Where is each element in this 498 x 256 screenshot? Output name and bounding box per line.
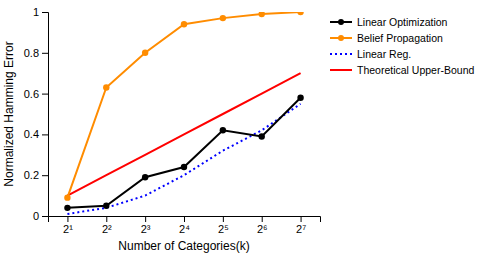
point (297, 12, 303, 15)
legend-label: Belief Propagation (357, 32, 443, 44)
y-tick-mark (42, 12, 48, 13)
point (64, 194, 70, 200)
x-tick-label: 2³ (141, 223, 151, 235)
legend-item: Theoretical Upper-Bound (330, 64, 474, 76)
legend-swatch (330, 69, 352, 71)
x-tick-mark (223, 216, 224, 222)
x-tick-label: 2⁵ (218, 223, 229, 235)
y-axis-title: Normalized Hamming Error (2, 41, 16, 186)
y-tick-label: 1 (33, 6, 39, 18)
x-tick: 2³ (141, 216, 151, 235)
point (297, 94, 303, 100)
y-tick-mark (42, 53, 48, 54)
x-tick: 2⁶ (257, 216, 268, 235)
series-line (67, 104, 300, 214)
series-line (67, 12, 300, 198)
x-tick-mark (67, 216, 68, 222)
point (103, 84, 109, 90)
point (220, 127, 226, 133)
x-tick-mark (301, 216, 302, 222)
x-tick: 2⁴ (179, 216, 190, 235)
series (67, 104, 300, 214)
y-tick-label: 0 (33, 210, 39, 222)
legend-swatch (330, 53, 352, 55)
y-tick-label: 0.8 (24, 47, 39, 59)
y-tick: 0.4 (24, 128, 48, 140)
y-tick-mark (42, 175, 48, 176)
x-tick-label: 2¹ (63, 223, 73, 235)
x-tick-label: 2² (102, 223, 112, 235)
x-tick: 2¹ (63, 216, 73, 235)
legend-marker (338, 19, 344, 25)
legend-item: Belief Propagation (330, 32, 443, 44)
x-tick-label: 2⁶ (257, 223, 268, 235)
x-tick-label: 2⁷ (296, 223, 306, 235)
x-axis-line (49, 217, 321, 223)
legend-marker (338, 35, 344, 41)
point (142, 174, 148, 180)
x-axis-title: Number of Categories(k) (118, 239, 249, 253)
series (64, 94, 304, 211)
point (259, 12, 265, 17)
point (181, 21, 187, 27)
x-tick-mark (106, 216, 107, 222)
y-tick-label: 0.2 (24, 169, 39, 181)
point (142, 50, 148, 56)
x-tick: 2⁵ (218, 216, 229, 235)
point (103, 203, 109, 209)
y-tick-mark (42, 134, 48, 135)
x-tick-mark (145, 216, 146, 222)
legend-item: Linear Optimization (330, 16, 448, 28)
x-tick-label: 2⁴ (179, 223, 190, 235)
legend-label: Theoretical Upper-Bound (357, 64, 474, 76)
series-line (67, 73, 300, 195)
y-tick: 0.6 (24, 88, 48, 100)
legend-item: Linear Reg. (330, 48, 411, 60)
x-tick: 2² (102, 216, 112, 235)
y-tick-mark (42, 94, 48, 95)
plot: 2¹ 2² 2³ 2⁴ 2⁵ 2⁶ 2⁷ 0 0.2 0.4 0.6 0.8 1 (24, 6, 321, 235)
point (220, 15, 226, 21)
y-axis-line (42, 13, 49, 217)
y-tick-label: 0.6 (24, 88, 39, 100)
y-axis: 0 0.2 0.4 0.6 0.8 1 (24, 6, 49, 222)
x-tick-mark (184, 216, 185, 222)
y-tick-mark (42, 216, 48, 217)
y-tick: 1 (33, 6, 48, 18)
y-tick-label: 0.4 (24, 128, 39, 140)
series-line (67, 98, 300, 208)
point (181, 164, 187, 170)
series (64, 12, 304, 201)
point (64, 205, 70, 211)
legend: Linear Optimization Belief Propagation Lin… (330, 16, 474, 76)
x-tick-mark (262, 216, 263, 222)
y-tick: 0.8 (24, 47, 48, 59)
point (259, 133, 265, 139)
chart: 2¹ 2² 2³ 2⁴ 2⁵ 2⁶ 2⁷ 0 0.2 0.4 0.6 0.8 1 Number of Ca… (0, 0, 498, 256)
x-tick: 2⁷ (296, 216, 306, 235)
y-tick: 0 (33, 210, 48, 222)
legend-label: Linear Optimization (357, 16, 448, 28)
legend-label: Linear Reg. (357, 48, 411, 60)
y-tick: 0.2 (24, 169, 48, 181)
x-axis: 2¹ 2² 2³ 2⁴ 2⁵ 2⁶ 2⁷ (49, 216, 321, 235)
series (67, 73, 300, 195)
marks (64, 12, 304, 214)
